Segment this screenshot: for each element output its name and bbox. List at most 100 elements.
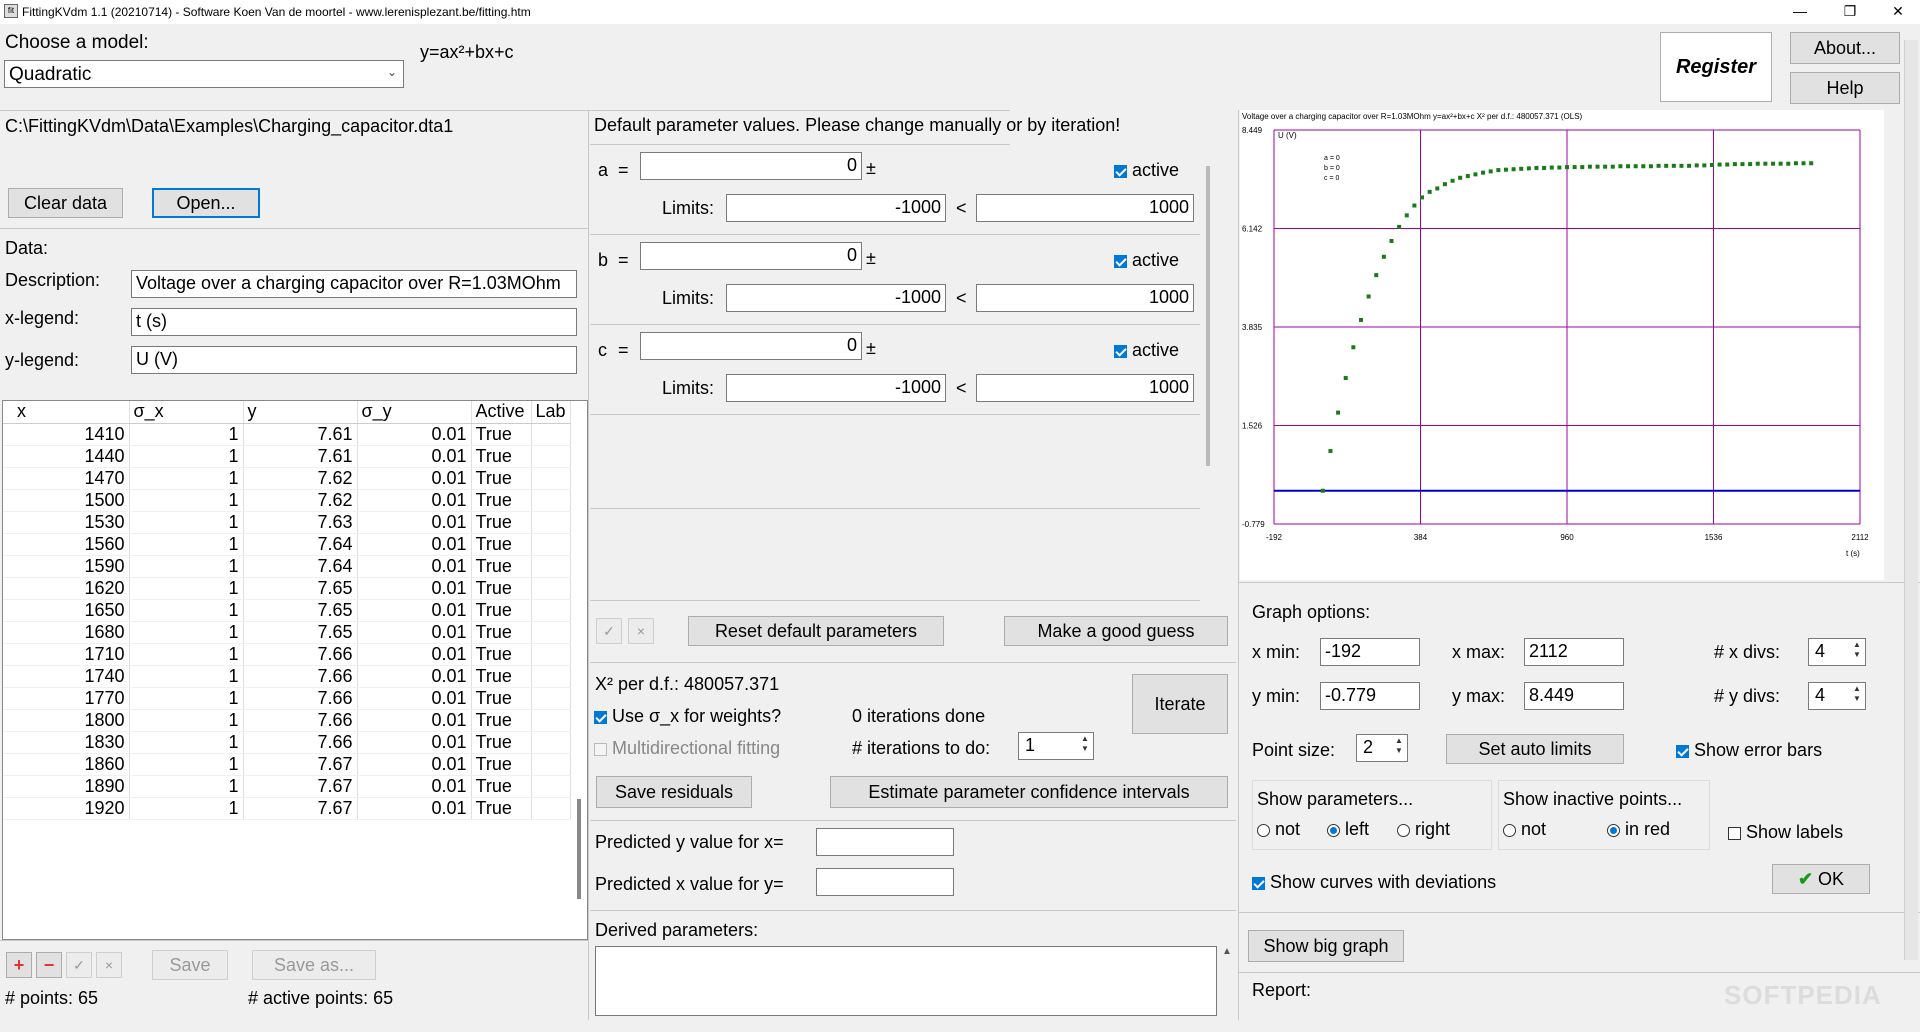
col-header-x[interactable]: x <box>3 401 130 424</box>
cell-active[interactable]: True <box>471 423 532 446</box>
cell-label[interactable] <box>531 467 571 490</box>
multidirectional-checkbox[interactable] <box>594 742 607 756</box>
col-header-active[interactable]: Active <box>471 401 532 424</box>
register-button[interactable]: Register <box>1660 32 1772 102</box>
table-row[interactable]: 1830 1 7.66 0.01 True <box>3 731 571 754</box>
cell-x[interactable]: 1530 <box>3 511 130 534</box>
cell-active[interactable]: True <box>471 731 532 754</box>
cell-sigma-x[interactable]: 1 <box>129 599 244 622</box>
params-not-option[interactable]: not <box>1257 819 1300 840</box>
cell-active[interactable]: True <box>471 709 532 732</box>
cell-sigma-x[interactable]: 1 <box>129 445 244 468</box>
cell-sigma-x[interactable]: 1 <box>129 621 244 644</box>
cell-sigma-y[interactable]: 0.01 <box>357 709 472 732</box>
col-header-sigma-y[interactable]: σ_y <box>357 401 472 424</box>
cell-sigma-x[interactable]: 1 <box>129 687 244 710</box>
param-c-value-input[interactable]: 0 <box>640 332 862 360</box>
cell-sigma-x[interactable]: 1 <box>129 577 244 600</box>
cell-y[interactable]: 7.64 <box>243 533 358 556</box>
cell-active[interactable]: True <box>471 511 532 534</box>
param-c-active-checkbox[interactable] <box>1114 344 1127 358</box>
cell-x[interactable]: 1470 <box>3 467 130 490</box>
remove-row-button[interactable]: − <box>36 952 62 978</box>
about-button[interactable]: About... <box>1790 32 1900 64</box>
col-header-label[interactable]: Lab <box>531 401 571 424</box>
cell-x[interactable]: 1890 <box>3 775 130 798</box>
save-as-button[interactable]: Save as... <box>252 950 376 980</box>
x-min-input[interactable]: -192 <box>1320 638 1420 666</box>
cell-label[interactable] <box>531 533 571 556</box>
table-row[interactable]: 1440 1 7.61 0.01 True <box>3 445 571 468</box>
col-header-sigma-x[interactable]: σ_x <box>129 401 244 424</box>
cell-label[interactable] <box>531 753 571 776</box>
table-row[interactable]: 1500 1 7.62 0.01 True <box>3 489 571 512</box>
y-max-input[interactable]: 8.449 <box>1524 682 1624 710</box>
estimate-confidence-button[interactable]: Estimate parameter confidence intervals <box>830 776 1228 808</box>
y-divs-stepper[interactable]: 4 ▲ ▼ <box>1808 682 1866 710</box>
stepper-arrows-icon[interactable]: ▲ ▼ <box>1395 736 1403 755</box>
cell-label[interactable] <box>531 599 571 622</box>
cell-active[interactable]: True <box>471 665 532 688</box>
cell-active[interactable]: True <box>471 621 532 644</box>
stepper-arrows-icon[interactable]: ▲ ▼ <box>1081 734 1089 753</box>
cell-label[interactable] <box>531 511 571 534</box>
cell-x[interactable]: 1830 <box>3 731 130 754</box>
params-right-option[interactable]: right <box>1397 819 1450 840</box>
cell-sigma-y[interactable]: 0.01 <box>357 489 472 512</box>
cell-active[interactable]: True <box>471 687 532 710</box>
open-button[interactable]: Open... <box>152 188 260 218</box>
param-a-value-input[interactable]: 0 <box>640 152 862 180</box>
show-curves-deviations-checkbox[interactable] <box>1252 876 1265 890</box>
cell-sigma-y[interactable]: 0.01 <box>357 467 472 490</box>
show-curves-deviations-option[interactable]: Show curves with deviations <box>1252 872 1496 893</box>
cell-sigma-x[interactable]: 1 <box>129 467 244 490</box>
cell-active[interactable]: True <box>471 797 532 820</box>
cell-sigma-x[interactable]: 1 <box>129 489 244 512</box>
cell-x[interactable]: 1710 <box>3 643 130 666</box>
cell-label[interactable] <box>531 775 571 798</box>
cell-sigma-x[interactable]: 1 <box>129 797 244 820</box>
predicted-y-input[interactable] <box>816 828 954 856</box>
x-divs-stepper[interactable]: 4 ▲ ▼ <box>1808 638 1866 666</box>
param-c-limit-min-input[interactable]: -1000 <box>726 374 946 402</box>
table-row[interactable]: 1770 1 7.66 0.01 True <box>3 687 571 710</box>
inactive-red-option[interactable]: in red <box>1607 819 1670 840</box>
cell-y[interactable]: 7.66 <box>243 643 358 666</box>
cell-y[interactable]: 7.66 <box>243 709 358 732</box>
fit-chart[interactable]: Voltage over a charging capacitor over R… <box>1240 110 1884 580</box>
cell-sigma-y[interactable]: 0.01 <box>357 665 472 688</box>
table-row[interactable]: 1590 1 7.64 0.01 True <box>3 555 571 578</box>
cell-y[interactable]: 7.65 <box>243 577 358 600</box>
main-scrollbar[interactable] <box>1904 40 1918 960</box>
param-a-limit-max-input[interactable]: 1000 <box>976 194 1194 222</box>
cell-sigma-x[interactable]: 1 <box>129 643 244 666</box>
cell-x[interactable]: 1500 <box>3 489 130 512</box>
table-row[interactable]: 1800 1 7.66 0.01 True <box>3 709 571 732</box>
make-good-guess-button[interactable]: Make a good guess <box>1004 616 1228 646</box>
cell-active[interactable]: True <box>471 577 532 600</box>
x-legend-input[interactable]: t (s) <box>131 308 577 336</box>
params-right-radio[interactable] <box>1397 823 1410 837</box>
x-max-input[interactable]: 2112 <box>1524 638 1624 666</box>
cell-sigma-x[interactable]: 1 <box>129 775 244 798</box>
cell-active[interactable]: True <box>471 489 532 512</box>
cell-x[interactable]: 1920 <box>3 797 130 820</box>
cell-y[interactable]: 7.67 <box>243 797 358 820</box>
cell-label[interactable] <box>531 797 571 820</box>
table-row[interactable]: 1560 1 7.64 0.01 True <box>3 533 571 556</box>
col-header-y[interactable]: y <box>243 401 358 424</box>
cell-x[interactable]: 1620 <box>3 577 130 600</box>
cell-sigma-y[interactable]: 0.01 <box>357 797 472 820</box>
cell-active[interactable]: True <box>471 643 532 666</box>
table-row[interactable]: 1920 1 7.67 0.01 True <box>3 797 571 820</box>
inactive-red-radio[interactable] <box>1607 823 1620 837</box>
cell-sigma-x[interactable]: 1 <box>129 753 244 776</box>
cell-y[interactable]: 7.66 <box>243 665 358 688</box>
cell-y[interactable]: 7.64 <box>243 555 358 578</box>
iterate-button[interactable]: Iterate <box>1132 674 1228 734</box>
cell-sigma-y[interactable]: 0.01 <box>357 621 472 644</box>
show-error-bars-option[interactable]: Show error bars <box>1676 740 1822 761</box>
table-row[interactable]: 1530 1 7.63 0.01 True <box>3 511 571 534</box>
cell-y[interactable]: 7.62 <box>243 467 358 490</box>
table-row[interactable]: 1470 1 7.62 0.01 True <box>3 467 571 490</box>
